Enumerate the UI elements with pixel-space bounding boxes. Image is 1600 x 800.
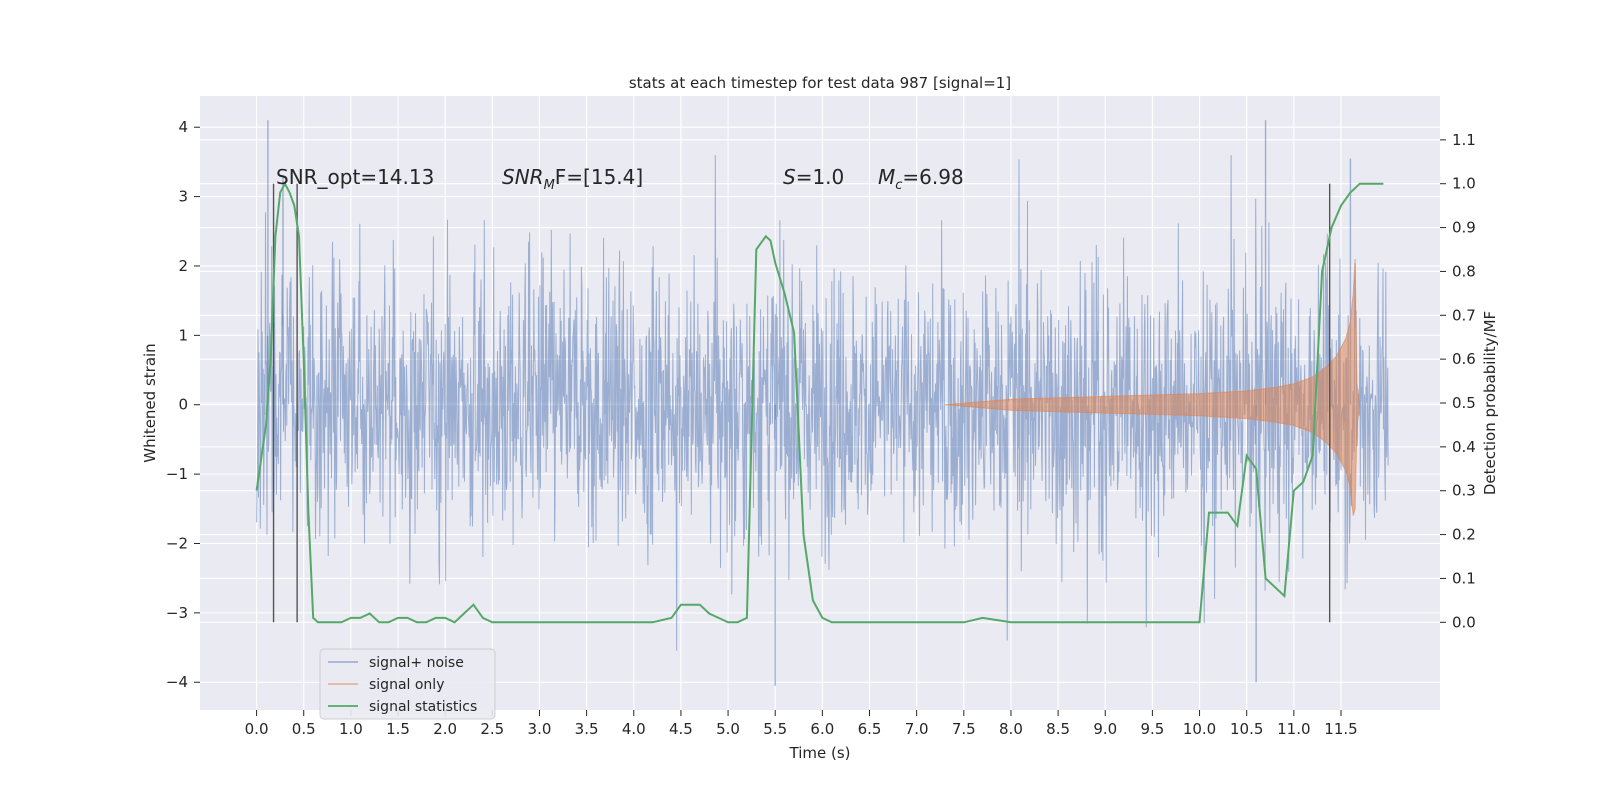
y-tick-label-right: 0.2 — [1452, 526, 1476, 544]
y-tick-label-right: 0.1 — [1452, 569, 1476, 587]
signal-only-area — [944, 258, 1361, 516]
x-tick-label: 3.5 — [575, 720, 599, 738]
x-tick-label: 11.0 — [1277, 720, 1310, 738]
legend-label-signal-statistics: signal statistics — [369, 699, 477, 715]
signal-statistics-series — [255, 181, 1384, 624]
x-tick-label: 5.5 — [763, 720, 787, 738]
x-tick-label: 2.5 — [480, 720, 504, 738]
annotation-mc-symbol: M — [878, 165, 895, 189]
x-tick-label: 4.0 — [622, 720, 646, 738]
x-tick-label: 1.0 — [339, 720, 363, 738]
x-axis-label: Time (s) — [789, 744, 851, 762]
x-tick-label: 0.5 — [292, 720, 316, 738]
y-tick-label-left: 1 — [178, 326, 188, 344]
y-tick-label-left: −2 — [166, 534, 188, 552]
x-tick-label: 3.0 — [528, 720, 552, 738]
y-axis-label-right: Detection probability/MF — [1481, 311, 1499, 495]
x-tick-label: 7.5 — [952, 720, 976, 738]
annotation-mc-value: =6.98 — [902, 165, 963, 189]
legend-box — [319, 648, 496, 720]
annotation-s-symbol: S — [783, 165, 796, 189]
x-tick-label: 4.5 — [669, 720, 693, 738]
x-tick-label: 11.5 — [1324, 720, 1357, 738]
y-tick-label-left: 4 — [178, 118, 188, 136]
legend: signal+ noise signal only signal statist… — [319, 648, 496, 720]
vertical-markers — [272, 183, 1331, 623]
chart-title: stats at each timestep for test data 987… — [629, 74, 1011, 92]
y-tick-label-right: 0.7 — [1452, 306, 1476, 324]
x-tick-label: 7.0 — [905, 720, 929, 738]
y-tick-label-right: 0.8 — [1452, 262, 1476, 280]
y-ticks-left: 4 3 2 1 0 −1 −2 −3 −4 — [166, 118, 200, 691]
annotation-snr-opt: SNR_opt=14.13 — [276, 165, 434, 189]
y-ticks-right: 1.1 1.0 0.9 0.8 0.7 0.6 0.5 0.4 0.3 0.2 0.1 0.0 — [1440, 131, 1476, 631]
x-tick-label: 5.0 — [716, 720, 740, 738]
annotation-snr-mf-symbol: SNR — [502, 165, 544, 189]
x-tick-label: 8.0 — [999, 720, 1023, 738]
y-tick-label-left: 0 — [178, 396, 188, 414]
x-tick-label: 6.5 — [858, 720, 882, 738]
annotation-snr-mf: SNRMF=[15.4] — [502, 165, 643, 193]
y-tick-label-right: 0.6 — [1452, 350, 1476, 368]
annotation-snr-mf-value: F=[15.4] — [555, 165, 643, 189]
y-tick-label-left: 3 — [178, 188, 188, 206]
signal-statistics-line — [255, 181, 1384, 624]
y-tick-label-left: −1 — [166, 465, 188, 483]
x-tick-label: 0.0 — [245, 720, 269, 738]
y-tick-label-right: 0.5 — [1452, 394, 1476, 412]
annotation-s-value: =1.0 — [796, 165, 845, 189]
x-tick-label: 10.5 — [1230, 720, 1263, 738]
x-tick-label: 9.5 — [1140, 720, 1164, 738]
annotation-s: S=1.0 — [783, 165, 844, 189]
x-tick-label: 10.0 — [1183, 720, 1216, 738]
y-tick-label-left: −3 — [166, 604, 188, 622]
y-tick-label-right: 1.0 — [1452, 175, 1476, 193]
x-tick-label: 9.0 — [1093, 720, 1117, 738]
x-tick-label: 1.5 — [386, 720, 410, 738]
x-tick-label: 6.0 — [810, 720, 834, 738]
x-tick-label: 2.0 — [433, 720, 457, 738]
annotation-snr-mf-sub: M — [544, 178, 555, 193]
y-tick-label-right: 0.3 — [1452, 482, 1476, 500]
y-tick-label-right: 0.0 — [1452, 613, 1476, 631]
legend-label-signal-noise: signal+ noise — [369, 655, 464, 671]
x-ticks: 0.0 0.5 1.0 1.5 2.0 2.5 3.0 3.5 4.0 4.5 5.0 5.5 6.0 6… — [245, 710, 1358, 738]
signal-only-series — [944, 258, 1361, 516]
y-tick-label-left: 2 — [178, 257, 188, 275]
x-tick-label: 8.5 — [1046, 720, 1070, 738]
annotation-mc: Mc=6.98 — [878, 165, 964, 193]
y-tick-label-right: 1.1 — [1452, 131, 1476, 149]
y-tick-label-right: 0.4 — [1452, 438, 1476, 456]
y-tick-label-left: −4 — [166, 673, 188, 691]
y-tick-label-right: 0.9 — [1452, 219, 1476, 237]
y-axis-label-left: Whitened strain — [141, 343, 159, 462]
legend-label-signal-only: signal only — [369, 677, 444, 693]
annotation-mc-sub: c — [895, 178, 902, 193]
